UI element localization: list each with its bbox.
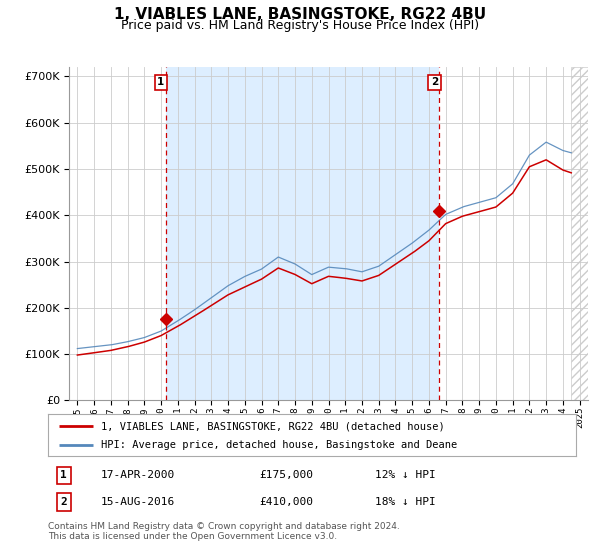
Text: 18% ↓ HPI: 18% ↓ HPI: [376, 497, 436, 507]
Bar: [571, 67, 588, 400]
Text: Contains HM Land Registry data © Crown copyright and database right 2024.
This d: Contains HM Land Registry data © Crown c…: [48, 522, 400, 542]
Text: 2: 2: [61, 497, 67, 507]
Text: 1: 1: [157, 77, 164, 87]
Text: 2: 2: [431, 77, 438, 87]
Bar: [166, 67, 439, 400]
Text: 12% ↓ HPI: 12% ↓ HPI: [376, 470, 436, 480]
Text: 15-AUG-2016: 15-AUG-2016: [101, 497, 175, 507]
Text: £175,000: £175,000: [259, 470, 313, 480]
Text: 1: 1: [61, 470, 67, 480]
Text: 1, VIABLES LANE, BASINGSTOKE, RG22 4BU (detached house): 1, VIABLES LANE, BASINGSTOKE, RG22 4BU (…: [101, 421, 445, 431]
Text: Price paid vs. HM Land Registry's House Price Index (HPI): Price paid vs. HM Land Registry's House …: [121, 19, 479, 32]
Text: 1, VIABLES LANE, BASINGSTOKE, RG22 4BU: 1, VIABLES LANE, BASINGSTOKE, RG22 4BU: [114, 7, 486, 22]
Text: 17-APR-2000: 17-APR-2000: [101, 470, 175, 480]
Text: £410,000: £410,000: [259, 497, 313, 507]
Text: HPI: Average price, detached house, Basingstoke and Deane: HPI: Average price, detached house, Basi…: [101, 440, 457, 450]
